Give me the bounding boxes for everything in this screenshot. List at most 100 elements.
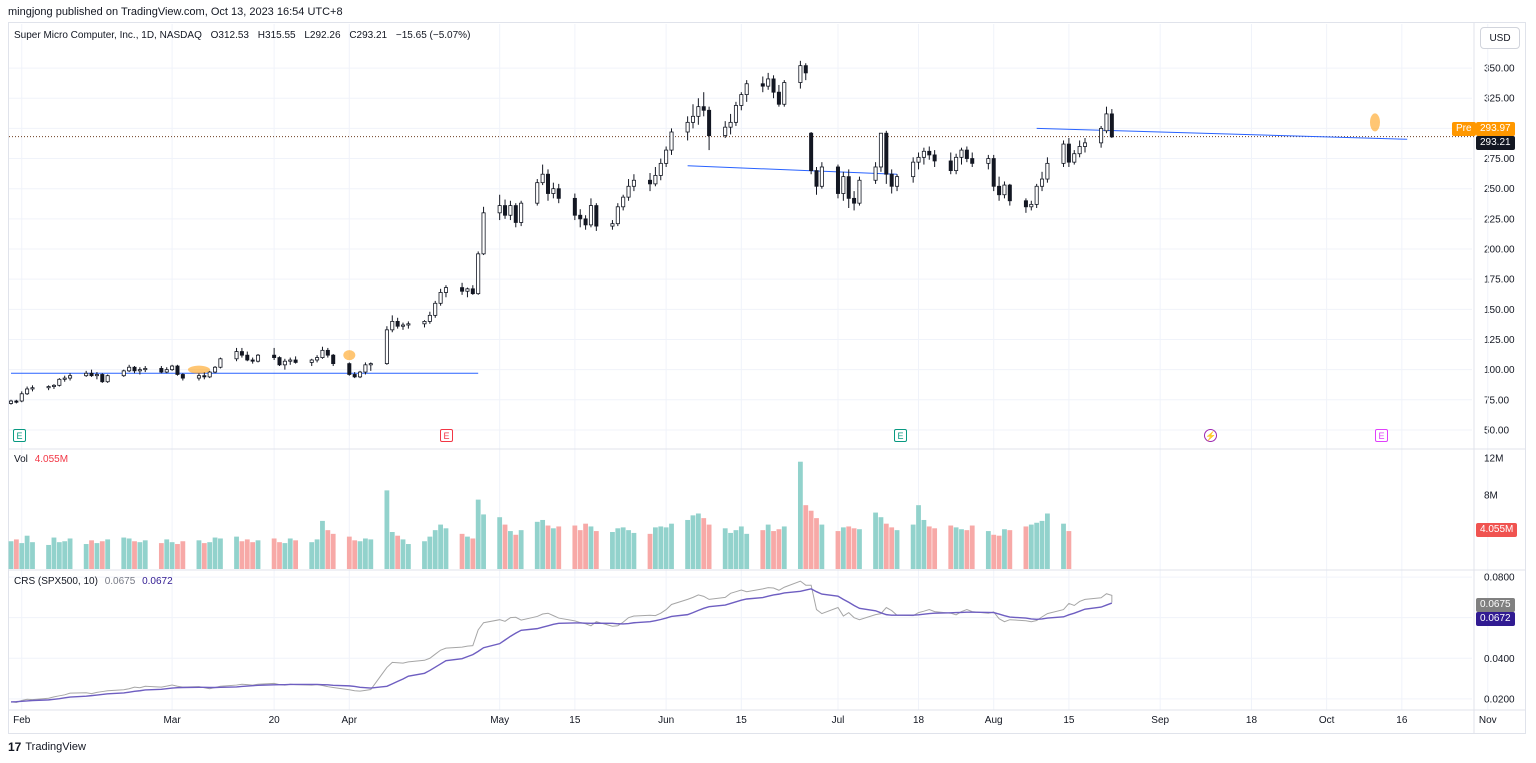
volume-legend-label: Vol — [14, 454, 28, 465]
volume-axis-tick: 8M — [1484, 491, 1498, 502]
volume-bar — [706, 524, 712, 569]
candle-body — [1034, 185, 1039, 205]
legend-close: C293.21 — [349, 30, 388, 41]
volume-bar — [513, 534, 519, 569]
time-axis-tick: Sep — [1151, 715, 1169, 726]
price-axis-tick: 325.00 — [1484, 94, 1515, 105]
volume-bar — [846, 526, 852, 569]
candle-body — [1045, 162, 1050, 180]
candle-body — [256, 354, 261, 362]
price-axis-tick: 125.00 — [1484, 335, 1515, 346]
trendline-drawing — [1036, 127, 1408, 140]
volume-bar — [121, 537, 127, 569]
volume-bar — [518, 530, 524, 569]
volume-bar — [1061, 523, 1066, 569]
price-axis-tick: 275.00 — [1484, 154, 1515, 165]
candle-body — [320, 349, 325, 358]
candle-body — [62, 377, 67, 380]
volume-bar — [277, 542, 282, 569]
candle-body — [384, 329, 389, 365]
candle-body — [707, 109, 712, 137]
volume-bar — [760, 530, 766, 569]
volume-bar — [24, 535, 30, 569]
volume-bar — [234, 536, 239, 569]
earnings-event-icon[interactable]: E — [894, 429, 907, 442]
volume-bar — [631, 532, 637, 569]
candle-body — [30, 387, 35, 390]
volume-bar — [808, 510, 814, 569]
earnings-event-icon[interactable]: E — [440, 429, 453, 442]
candle-body — [744, 83, 749, 96]
candle-body — [728, 121, 733, 128]
volume-bar — [840, 527, 846, 569]
candle-body — [1083, 142, 1088, 147]
candle-body — [1007, 184, 1012, 202]
candle-body — [143, 368, 148, 371]
candle-body — [84, 372, 89, 377]
time-axis-tick: 15 — [736, 715, 748, 726]
candle-body — [846, 176, 851, 199]
candle-body — [309, 359, 314, 363]
volume-bar — [164, 539, 170, 569]
price-axis-tick: 250.00 — [1484, 184, 1515, 195]
tradingview-logo[interactable]: 17 TradingView — [8, 740, 86, 754]
candle-body — [250, 359, 255, 362]
volume-bar — [250, 542, 256, 569]
candle-body — [352, 374, 357, 378]
time-axis-tick: Nov — [1479, 715, 1497, 726]
candle-body — [1023, 200, 1028, 208]
volume-bar — [105, 539, 111, 569]
candle-body — [921, 150, 926, 158]
candle-body — [895, 176, 900, 187]
crs-ma-value-tag: 0.0672 — [1476, 612, 1515, 626]
volume-bar — [325, 530, 331, 569]
candle-body — [776, 91, 781, 105]
candle-body — [180, 374, 185, 379]
volume-bar — [363, 538, 368, 569]
crs-legend-value2: 0.0672 — [142, 576, 173, 587]
pre-market-price-tag: 293.97 — [1476, 122, 1515, 136]
candle-body — [739, 94, 744, 106]
candle-body — [540, 173, 545, 184]
candle-body — [927, 150, 932, 156]
volume-bar — [663, 527, 669, 569]
volume-bar — [615, 528, 621, 569]
volume-bar — [969, 525, 975, 569]
price-axis-tick: 100.00 — [1484, 365, 1515, 376]
volume-bar — [771, 531, 776, 569]
candle-body — [358, 371, 363, 378]
crs-legend-value1: 0.0675 — [104, 576, 136, 587]
volume-bar — [669, 523, 674, 569]
volume-bar — [13, 539, 19, 569]
candle-body — [997, 185, 1002, 196]
volume-bar — [1045, 513, 1050, 569]
volume-bar — [346, 536, 352, 569]
volume-bar — [368, 539, 374, 569]
time-axis-tick: 18 — [913, 715, 925, 726]
candle-body — [1099, 127, 1104, 144]
earnings-event-icon[interactable]: E — [13, 429, 26, 442]
time-axis-tick: May — [490, 715, 509, 726]
volume-bar — [1066, 531, 1072, 569]
legend-high: H315.55 — [257, 30, 296, 41]
volume-bar — [459, 533, 465, 569]
volume-bar — [964, 530, 970, 569]
volume-bar — [588, 526, 594, 569]
currency-button[interactable]: USD — [1480, 27, 1520, 49]
candle-body — [422, 320, 427, 325]
volume-bar — [132, 541, 137, 569]
volume-bar — [320, 520, 325, 569]
candle-body — [503, 205, 508, 216]
candle-body — [481, 212, 486, 255]
split-event-icon[interactable]: ⚡ — [1204, 429, 1217, 442]
volume-bar — [357, 541, 363, 569]
highlight-marker — [187, 365, 210, 374]
earnings-event-icon[interactable]: E — [1375, 429, 1388, 442]
volume-bar — [878, 517, 884, 569]
candle-body — [401, 324, 406, 327]
volume-bar — [94, 543, 100, 569]
candle-body — [916, 156, 921, 163]
volume-bar — [690, 515, 696, 569]
volume-bar — [175, 544, 180, 569]
